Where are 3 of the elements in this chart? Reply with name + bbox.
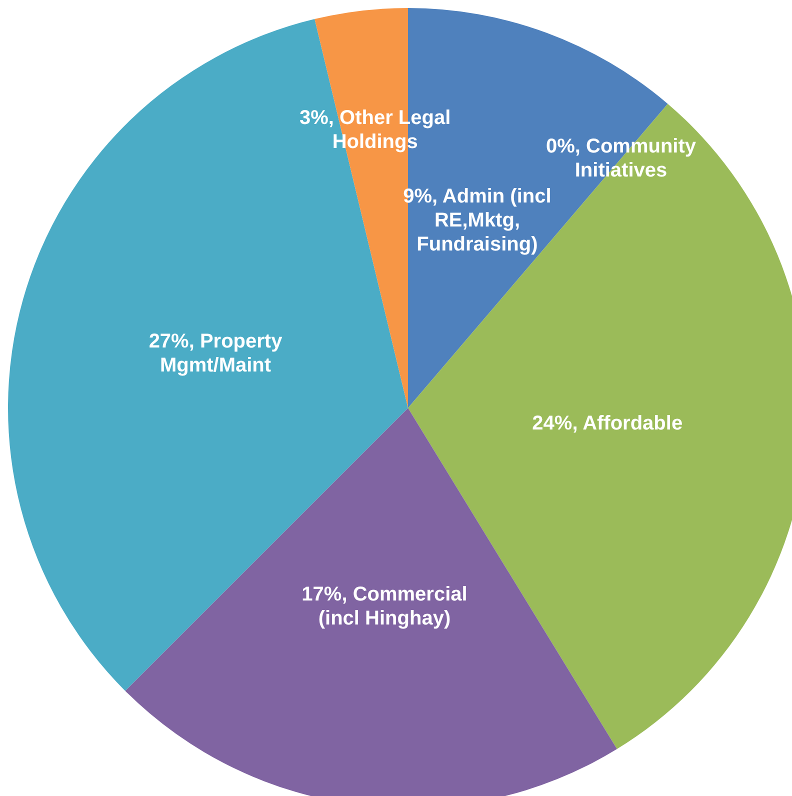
slice-label: 27%, Property Mgmt/Maint xyxy=(148,330,284,377)
slice-label: 24%, Affordable xyxy=(532,412,683,435)
slice-label: 17%, Commercial (incl Hinghay) xyxy=(302,584,468,630)
